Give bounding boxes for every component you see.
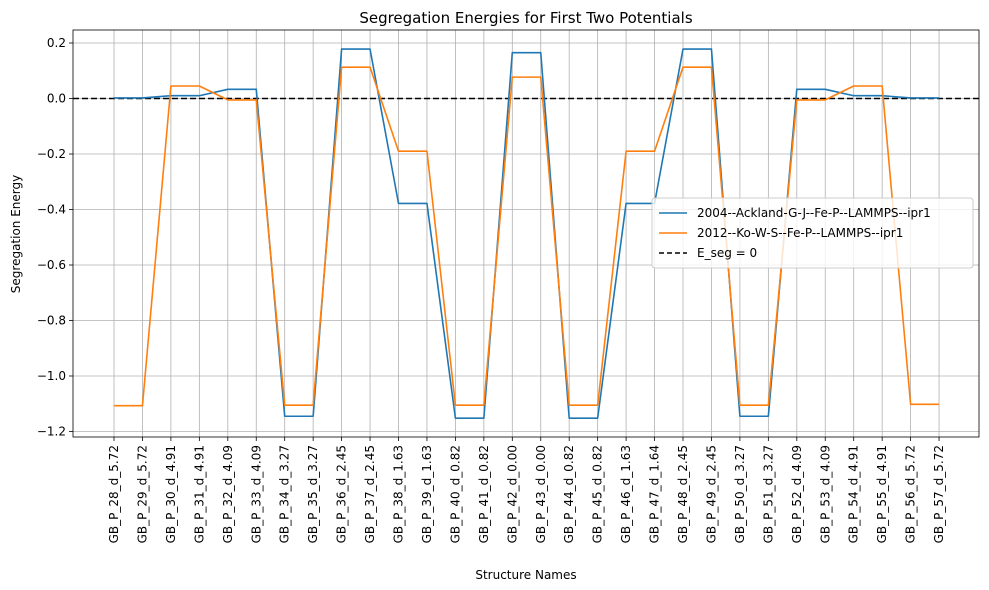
x-tick-label: GB_P_46_d_1.63 [619, 445, 633, 543]
y-axis: 0.2 0.0 −0.2 −0.4 −0.6 −0.8 −1.0 −1.2 [37, 36, 73, 439]
x-tick-label: GB_P_51_d_3.27 [761, 445, 775, 543]
x-tick-label: GB_P_38_d_1.63 [392, 445, 406, 543]
x-tick-label: GB_P_57_d_5.72 [932, 445, 946, 543]
x-tick-label: GB_P_36_d_2.45 [335, 445, 349, 543]
x-tick-label: GB_P_34_d_3.27 [278, 445, 292, 543]
x-tick-label: GB_P_42_d_0.00 [505, 445, 519, 543]
x-tick-label: GB_P_41_d_0.82 [477, 445, 491, 543]
x-tick-label: GB_P_29_d_5.72 [135, 445, 149, 543]
x-tick-label: GB_P_53_d_4.09 [818, 445, 832, 543]
x-tick-label: GB_P_32_d_4.09 [221, 445, 235, 543]
x-tick-label: GB_P_52_d_4.09 [790, 445, 804, 543]
x-tick-label: GB_P_56_d_5.72 [904, 445, 918, 543]
x-tick-label: GB_P_47_d_1.64 [648, 445, 662, 543]
x-tick-label: GB_P_28_d_5.72 [107, 445, 121, 543]
x-axis: GB_P_28_d_5.72 GB_P_29_d_5.72 GB_P_30_d_4.… [107, 437, 946, 543]
y-tick-label: 0.0 [47, 92, 66, 106]
x-tick-label: GB_P_31_d_4.91 [192, 445, 206, 543]
x-tick-label: GB_P_48_d_2.45 [676, 445, 690, 543]
x-tick-label: GB_P_43_d_0.00 [534, 445, 548, 543]
legend: 2004--Ackland-G-J--Fe-P--LAMMPS--ipr1 20… [651, 197, 974, 269]
plot-frame [72, 29, 980, 438]
x-tick-label: GB_P_37_d_2.45 [363, 445, 377, 543]
legend-label-ko: 2012--Ko-W-S--Fe-P--LAMMPS--ipr1 [697, 226, 903, 240]
legend-label-eseg-zero: E_seg = 0 [697, 246, 757, 260]
x-tick-label: GB_P_39_d_1.63 [420, 445, 434, 543]
series-line-ko [114, 66, 940, 407]
y-tick-label: 0.2 [47, 36, 66, 50]
x-tick-label: GB_P_54_d_4.91 [847, 445, 861, 543]
y-tick-label: −1.0 [37, 369, 66, 383]
y-axis-label: Segregation Energy [9, 175, 23, 293]
x-tick-label: GB_P_50_d_3.27 [733, 445, 747, 543]
series-layer [114, 48, 940, 419]
x-tick-label: GB_P_40_d_0.82 [448, 445, 462, 543]
x-tick-label: GB_P_44_d_0.82 [562, 445, 576, 543]
series-line-ackland [114, 48, 940, 419]
x-tick-label: GB_P_55_d_4.91 [875, 445, 889, 543]
y-tick-label: −0.2 [37, 147, 66, 161]
x-axis-label: Structure Names [475, 568, 576, 582]
chart-title: Segregation Energies for First Two Poten… [359, 9, 693, 27]
x-tick-label: GB_P_33_d_4.09 [249, 445, 263, 543]
y-tick-label: −0.4 [37, 203, 66, 217]
x-tick-label: GB_P_35_d_3.27 [306, 445, 320, 543]
x-tick-label: GB_P_30_d_4.91 [164, 445, 178, 543]
y-tick-label: −0.6 [37, 258, 66, 272]
x-tick-label: GB_P_49_d_2.45 [704, 445, 718, 543]
y-tick-label: −0.8 [37, 314, 66, 328]
y-tick-label: −1.2 [37, 425, 66, 439]
legend-label-ackland: 2004--Ackland-G-J--Fe-P--LAMMPS--ipr1 [697, 206, 931, 220]
x-tick-label: GB_P_45_d_0.82 [591, 445, 605, 543]
legend-box [651, 197, 974, 269]
